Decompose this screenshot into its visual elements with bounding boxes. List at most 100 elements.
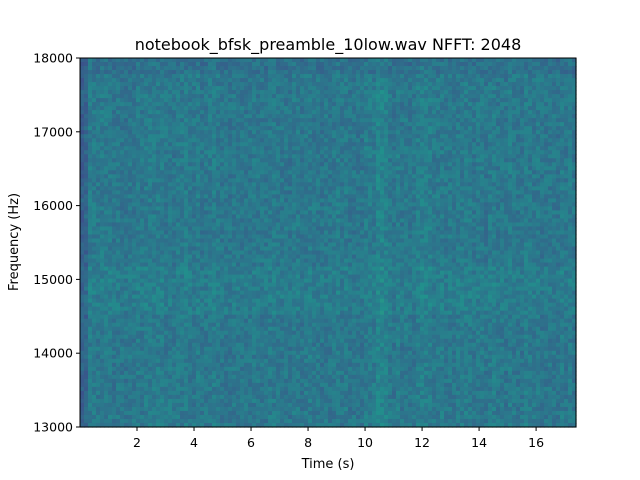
heatmap-cell	[424, 190, 429, 195]
heatmap-cell	[340, 150, 345, 155]
heatmap-cell	[268, 130, 273, 135]
heatmap-cell	[448, 78, 453, 83]
heatmap-cell	[552, 166, 557, 171]
heatmap-cell	[112, 94, 117, 99]
heatmap-cell	[100, 98, 105, 103]
heatmap-cell	[108, 190, 113, 195]
heatmap-cell	[256, 182, 261, 187]
heatmap-cell	[124, 138, 129, 143]
heatmap-cell	[280, 202, 285, 207]
heatmap-cell	[444, 82, 449, 87]
heatmap-cell	[336, 90, 341, 95]
heatmap-cell	[200, 126, 205, 131]
heatmap-cell	[532, 198, 537, 203]
heatmap-cell	[440, 126, 445, 131]
heatmap-cell	[384, 162, 389, 167]
heatmap-cell	[220, 214, 225, 220]
heatmap-cell	[160, 186, 165, 191]
heatmap-cell	[384, 206, 389, 212]
heatmap-cell	[356, 138, 361, 143]
heatmap-cell	[284, 94, 289, 99]
heatmap-cell	[136, 202, 141, 207]
heatmap-cell	[228, 90, 233, 95]
heatmap-cell	[432, 142, 437, 147]
heatmap-cell	[404, 86, 409, 91]
heatmap-cell	[272, 70, 277, 75]
heatmap-cell	[356, 78, 361, 83]
heatmap-cell	[312, 58, 317, 63]
heatmap-cell	[96, 182, 101, 187]
heatmap-cell	[396, 178, 401, 183]
heatmap-cell	[352, 134, 357, 139]
heatmap-cell	[200, 154, 205, 159]
heatmap-cell	[544, 66, 549, 71]
heatmap-cell	[484, 206, 489, 212]
heatmap-cell	[412, 122, 417, 127]
heatmap-cell	[80, 82, 85, 87]
heatmap-cell	[84, 86, 89, 91]
heatmap-cell	[276, 154, 281, 159]
heatmap-cell	[344, 134, 349, 139]
heatmap-cell	[204, 218, 209, 224]
heatmap-cell	[500, 126, 505, 131]
heatmap-cell	[92, 130, 97, 135]
heatmap-cell	[476, 194, 481, 199]
heatmap-cell	[112, 126, 117, 131]
heatmap-cell	[444, 74, 449, 79]
heatmap-cell	[380, 182, 385, 187]
heatmap-cell	[104, 210, 109, 216]
heatmap-cell	[392, 90, 397, 95]
heatmap-cell	[432, 58, 437, 63]
heatmap-cell	[456, 94, 461, 99]
heatmap-cell	[552, 174, 557, 179]
heatmap-cell	[396, 138, 401, 143]
heatmap-cell	[344, 146, 349, 151]
heatmap-cell	[224, 138, 229, 143]
heatmap-cell	[388, 138, 393, 143]
heatmap-cell	[448, 130, 453, 135]
heatmap-cell	[372, 194, 377, 199]
heatmap-cell	[128, 146, 133, 151]
heatmap-cell	[432, 154, 437, 159]
heatmap-cell	[536, 98, 541, 103]
heatmap-cell	[292, 214, 297, 220]
heatmap-cell	[224, 150, 229, 155]
heatmap-cell	[536, 94, 541, 99]
heatmap-cell	[292, 178, 297, 183]
heatmap-cell	[292, 166, 297, 171]
heatmap-cell	[116, 162, 121, 167]
heatmap-cell	[312, 74, 317, 79]
heatmap-cell	[400, 210, 405, 216]
heatmap-cell	[396, 110, 401, 115]
heatmap-cell	[136, 142, 141, 147]
heatmap-cell	[396, 214, 401, 220]
heatmap-cell	[228, 202, 233, 207]
heatmap-cell	[280, 170, 285, 175]
heatmap-cell	[564, 66, 569, 71]
heatmap-cell	[148, 154, 153, 159]
heatmap-cell	[424, 206, 429, 212]
heatmap-cell	[244, 86, 249, 91]
heatmap-cell	[144, 154, 149, 159]
heatmap-cell	[308, 210, 313, 216]
heatmap-cell	[176, 86, 181, 91]
heatmap-cell	[248, 66, 253, 71]
heatmap-cell	[84, 218, 89, 224]
heatmap-cell	[136, 62, 141, 67]
heatmap-cell	[460, 122, 465, 127]
heatmap-cell	[196, 86, 201, 91]
heatmap-cell	[128, 122, 133, 127]
heatmap-cell	[472, 154, 477, 159]
heatmap-cell	[124, 102, 129, 107]
heatmap-cell	[100, 210, 105, 216]
heatmap-cell	[120, 82, 125, 87]
heatmap-cell	[160, 130, 165, 135]
heatmap-cell	[136, 170, 141, 175]
heatmap-cell	[120, 58, 125, 63]
heatmap-cell	[308, 158, 313, 163]
heatmap-cell	[532, 106, 537, 111]
heatmap-cell	[168, 70, 173, 75]
heatmap-cell	[104, 122, 109, 127]
heatmap-cell	[208, 150, 213, 155]
heatmap-cell	[520, 102, 525, 107]
